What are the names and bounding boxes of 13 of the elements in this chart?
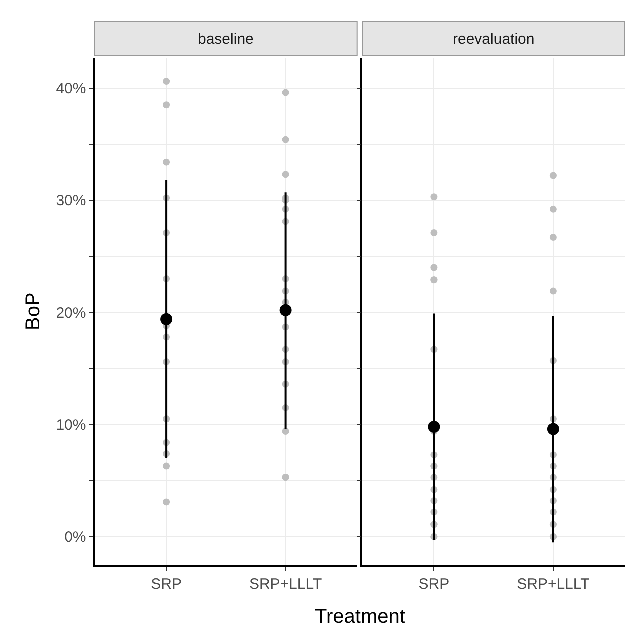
chart-title: reevaluation bbox=[453, 31, 535, 48]
y-tick-label: 30% bbox=[56, 192, 86, 210]
x-tick-label: SRP+LLLT bbox=[517, 576, 590, 593]
x-tick-label: SRP+LLLT bbox=[249, 576, 322, 593]
x-tick-label: SRP bbox=[418, 576, 450, 593]
y-tick-label: 0% bbox=[64, 529, 86, 546]
x-tick-label: SRP bbox=[151, 576, 182, 593]
y-tick-label: 40% bbox=[56, 80, 86, 98]
y-tick-label: 20% bbox=[56, 304, 86, 322]
chart-title: baseline bbox=[198, 31, 254, 48]
x-axis-title: Treatment bbox=[315, 606, 406, 628]
y-tick-label: 10% bbox=[56, 417, 86, 434]
y-axis-title: BoP bbox=[22, 292, 44, 330]
